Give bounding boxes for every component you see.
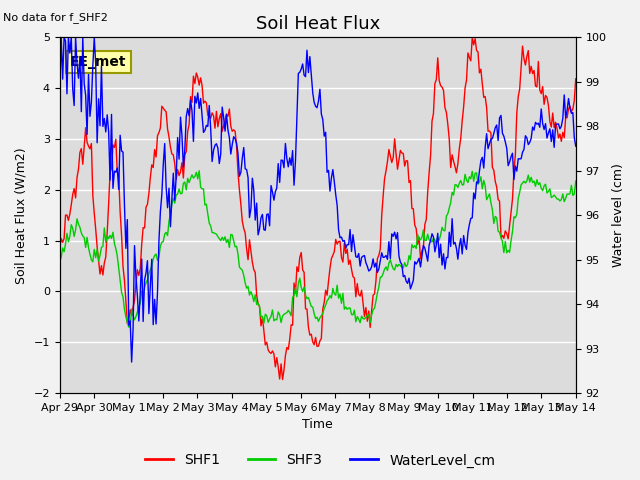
- Text: EE_met: EE_met: [70, 55, 127, 69]
- Y-axis label: Water level (cm): Water level (cm): [612, 163, 625, 267]
- Text: No data for f_SHF2: No data for f_SHF2: [3, 12, 108, 23]
- Y-axis label: Soil Heat Flux (W/m2): Soil Heat Flux (W/m2): [15, 147, 28, 284]
- X-axis label: Time: Time: [302, 419, 333, 432]
- Title: Soil Heat Flux: Soil Heat Flux: [255, 15, 380, 33]
- Legend: SHF1, SHF3, WaterLevel_cm: SHF1, SHF3, WaterLevel_cm: [140, 448, 500, 473]
